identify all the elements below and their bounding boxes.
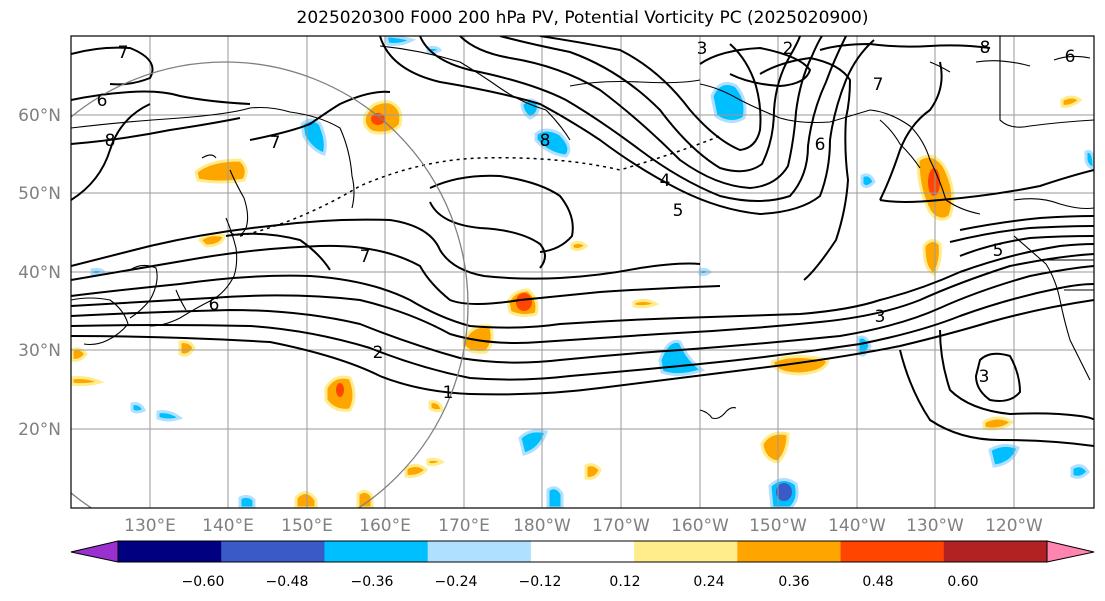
map-title: 2025020300 F000 200 hPa PV, Potential Vo…	[296, 8, 869, 28]
colorbar-extend-max	[1047, 541, 1094, 562]
contour-label: 7	[118, 43, 129, 63]
colorbar-segment	[840, 541, 945, 562]
colorbar-segment	[943, 541, 1048, 562]
colorbar-tick-label: 0.48	[862, 574, 893, 590]
lon-label: 120°W	[985, 516, 1043, 536]
colorbar-right-arrow-outline	[1046, 540, 1095, 563]
colorbar-segment	[221, 541, 325, 562]
colorbar-extend-min	[71, 541, 118, 562]
contour-label: 8	[980, 38, 991, 58]
colorbar-tick-label: 0.36	[778, 574, 809, 590]
contour-label: 7	[360, 247, 371, 267]
lat-label: 60°N	[18, 106, 61, 126]
contour-label: 5	[993, 241, 1004, 261]
lat-label: 40°N	[18, 263, 61, 283]
lon-label: 180°W	[513, 516, 571, 536]
colorbar-tick-label: −0.12	[519, 574, 562, 590]
colorbar-segment	[634, 541, 738, 562]
contour-label: 3	[875, 307, 886, 327]
colorbar-segment	[324, 541, 429, 562]
colorbar-tick-labels: −0.60 −0.48 −0.36 −0.24 −0.12 0.12 0.24 …	[182, 574, 979, 590]
lon-label: 140°E	[202, 516, 254, 536]
lon-labels: 130°E 140°E 150°E 160°E 170°E 180°W 170°…	[124, 516, 1043, 536]
colorbar-tick-label: −0.36	[351, 574, 394, 590]
contour-label: 7	[873, 75, 884, 95]
colorbar-tick-label: −0.24	[435, 574, 478, 590]
lon-label: 130°W	[906, 516, 964, 536]
positive-anomalies	[71, 95, 1083, 508]
contour-label: 8	[105, 131, 116, 151]
lat-label: 20°N	[18, 420, 61, 440]
lon-label: 160°W	[671, 516, 729, 536]
contour-label: 6	[1065, 47, 1076, 67]
lon-label: 150°E	[281, 516, 333, 536]
contour-label: 3	[979, 367, 990, 387]
lon-label: 160°E	[359, 516, 411, 536]
contour-label: 5	[673, 201, 684, 221]
colorbar-segment	[530, 541, 635, 562]
lon-label: 140°W	[828, 516, 886, 536]
boundary-line	[239, 135, 721, 237]
colorbar-tick-label: 0.12	[609, 574, 640, 590]
lat-label: 30°N	[18, 341, 61, 361]
colorbar-tick-label: −0.48	[266, 574, 309, 590]
colorbar-segment	[118, 541, 222, 562]
lon-label: 170°E	[438, 516, 490, 536]
coastlines	[71, 36, 1094, 420]
contour-label: 3	[697, 39, 708, 59]
contour-label: 6	[815, 135, 826, 155]
pv-contours	[71, 36, 1094, 447]
contour-label: 8	[540, 131, 551, 151]
lon-label: 130°E	[124, 516, 176, 536]
colorbar-left-arrow-outline	[70, 540, 119, 563]
colorbar-tick-label: 0.60	[947, 574, 978, 590]
lat-label: 50°N	[18, 184, 61, 204]
contour-label: 6	[209, 295, 220, 315]
contour-label: 2	[783, 39, 794, 59]
lon-label: 150°W	[749, 516, 807, 536]
map-panel: 7 6 8 7 3 2 8 6 8 4 5 7 6 7 6 2 1 3 5 3	[71, 36, 1094, 508]
lon-label: 170°W	[592, 516, 650, 536]
contour-label: 4	[660, 171, 671, 191]
contour-label: 1	[443, 383, 454, 403]
map-frame	[70, 35, 1095, 509]
contour-label: 2	[373, 343, 384, 363]
colorbar-tick-label: −0.60	[182, 574, 225, 590]
colorbar-segment	[427, 541, 532, 562]
colorbar-tick-label: 0.24	[693, 574, 724, 590]
contour-label: 7	[270, 133, 281, 153]
colorbar-segment	[737, 541, 842, 562]
contour-label-group: 7 6 8 7 3 2 8 6 8 4 5 7 6 7 6 2 1 3 5 3	[97, 38, 1076, 403]
lat-labels: 60°N 50°N 40°N 30°N 20°N	[18, 106, 61, 440]
colorbar: −0.60 −0.48 −0.36 −0.24 −0.12 0.12 0.24 …	[70, 540, 1095, 590]
range-circle	[71, 61, 469, 508]
contour-label: 6	[97, 91, 108, 111]
